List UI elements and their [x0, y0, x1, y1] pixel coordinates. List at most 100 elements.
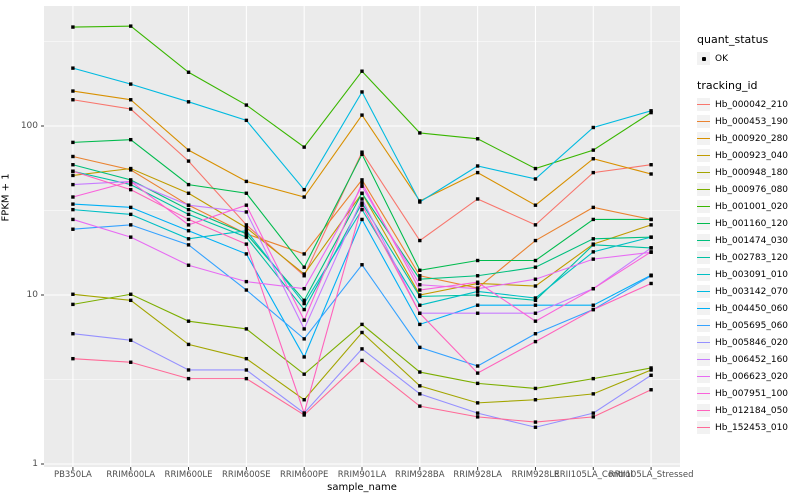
data-point: [360, 184, 364, 188]
data-point: [71, 25, 75, 29]
legend-item-Hb_006623_020: Hb_006623_020: [697, 370, 797, 383]
data-point: [71, 217, 75, 222]
legend-key-swatch: [697, 404, 710, 417]
legend-line-icon: [697, 290, 710, 293]
data-point: [418, 277, 422, 281]
x-tick-label: RRIM600LE: [164, 470, 213, 480]
legend-item-label: Hb_001001_020: [715, 201, 789, 212]
x-tick-label: RRII105LA_Control: [553, 470, 633, 480]
data-point: [591, 392, 595, 396]
data-point: [533, 265, 538, 269]
data-point: [591, 303, 595, 307]
legend-line-icon: [697, 205, 710, 208]
data-point: [186, 237, 191, 241]
data-point: [591, 170, 595, 175]
data-point: [533, 398, 538, 402]
data-point: [591, 157, 595, 161]
legend-item-Hb_003142_070: Hb_003142_070: [697, 285, 797, 298]
data-point: [302, 411, 306, 415]
data-point: [244, 229, 249, 233]
data-point: [129, 298, 133, 303]
legend-key-swatch: [697, 251, 710, 264]
data-point: [302, 265, 306, 269]
data-point: [418, 268, 422, 273]
data-point: [71, 182, 75, 187]
legend-item-label: Hb_000923_040: [715, 150, 789, 161]
data-point: [302, 195, 306, 199]
data-point: [186, 212, 191, 217]
data-point: [475, 415, 480, 419]
data-point: [186, 263, 191, 267]
legend-line-icon: [697, 120, 710, 123]
data-point: [186, 70, 191, 74]
legend-item-label: OK: [715, 53, 728, 64]
data-point: [591, 376, 595, 381]
data-point: [533, 166, 538, 171]
legend-item-ok: OK: [697, 52, 797, 65]
data-point: [418, 274, 422, 278]
data-point: [649, 250, 653, 254]
data-point: [533, 420, 538, 424]
data-point: [591, 415, 595, 419]
data-point: [186, 159, 191, 163]
data-point: [418, 384, 422, 388]
data-point: [475, 258, 480, 263]
data-point: [186, 100, 191, 104]
data-point: [649, 235, 653, 239]
data-point: [129, 82, 133, 86]
data-point: [244, 179, 249, 184]
legend-key-swatch: [697, 149, 710, 162]
data-point: [186, 182, 191, 187]
data-point: [129, 223, 133, 227]
data-point: [475, 371, 480, 375]
legend-item-label: Hb_007951_100: [715, 388, 789, 399]
data-point: [244, 279, 249, 284]
data-point: [302, 398, 306, 402]
legend-item-Hb_003091_010: Hb_003091_010: [697, 268, 797, 281]
legend-item-Hb_012184_050: Hb_012184_050: [697, 404, 797, 417]
data-point: [129, 182, 133, 187]
legend-key-swatch: [697, 302, 710, 315]
data-point: [533, 223, 538, 227]
legend-item-Hb_000042_210: Hb_000042_210: [697, 98, 797, 111]
data-point: [71, 227, 75, 231]
data-point: [71, 163, 75, 167]
data-point: [649, 223, 653, 227]
data-point: [533, 203, 538, 207]
x-tick-label: RRIM600LA: [106, 470, 156, 480]
data-point: [360, 113, 364, 117]
legend-key-swatch: [697, 336, 710, 349]
data-point: [244, 223, 249, 227]
data-point: [71, 140, 75, 145]
data-point: [129, 205, 133, 210]
data-point: [533, 339, 538, 344]
data-point: [649, 109, 653, 113]
data-point: [533, 311, 538, 315]
data-point: [360, 150, 364, 154]
legend-key-swatch: [697, 200, 710, 213]
data-point: [129, 98, 133, 102]
data-point: [418, 288, 422, 292]
data-point: [475, 401, 480, 405]
data-point: [475, 411, 480, 415]
data-point: [360, 217, 364, 222]
data-point: [71, 169, 75, 173]
legend-item-label: Hb_006623_020: [715, 371, 789, 382]
data-point: [533, 258, 538, 263]
legend-item-Hb_000948_180: Hb_000948_180: [697, 166, 797, 179]
legend-key-swatch: [697, 370, 710, 383]
legend-key-swatch: [697, 353, 710, 366]
legend-line-icon: [697, 222, 710, 225]
data-point: [302, 307, 306, 312]
data-point: [418, 392, 422, 396]
data-point: [475, 311, 480, 315]
data-point: [649, 217, 653, 222]
legend-key-swatch: [697, 421, 710, 434]
y-tick-label: 1: [32, 459, 38, 469]
data-point: [129, 179, 133, 184]
data-point: [475, 381, 480, 386]
data-point: [533, 386, 538, 391]
x-tick-label: RRIM928LE: [511, 470, 560, 480]
data-point: [418, 322, 422, 327]
